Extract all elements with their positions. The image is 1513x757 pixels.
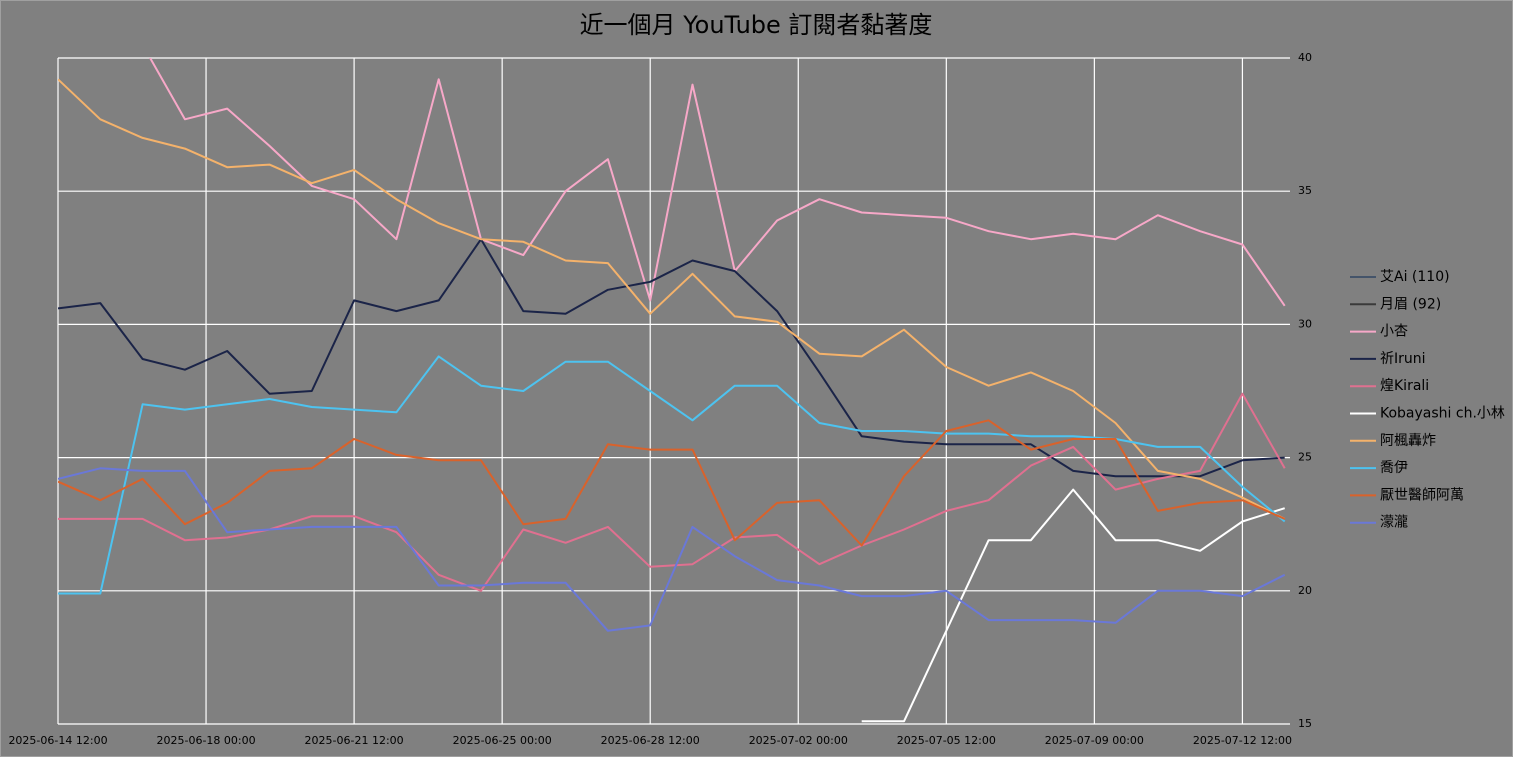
x-tick-label: 2025-06-18 00:00 [156,734,255,747]
x-tick-label: 2025-06-14 12:00 [8,734,107,747]
series-line [58,467,1286,632]
y-tick-label: 15 [1298,717,1312,730]
legend-label: 小杏 [1380,324,1408,340]
chart-title: 近一個月 YouTube 訂閱者黏著度 [580,11,933,39]
x-tick-label: 2025-06-28 12:00 [601,734,700,747]
y-tick-label: 40 [1298,51,1312,64]
y-tick-label: 25 [1298,451,1312,464]
y-tick-label: 20 [1298,584,1312,597]
legend-label: 厭世醫師阿萬 [1380,487,1464,503]
x-tick-label: 2025-07-02 00:00 [749,734,848,747]
legend-label: 阿楓轟炸 [1380,432,1436,449]
series-line [58,355,1286,595]
series-line [58,419,1286,547]
series-line [58,238,1285,478]
y-tick-label: 35 [1298,184,1312,197]
x-tick-label: 2025-06-21 12:00 [305,734,404,747]
y-tick-label: 30 [1298,317,1312,330]
series-line [148,58,1286,307]
legend-label: 艾Ai (110) [1380,269,1450,285]
legend-label: 濛瀧 [1380,515,1408,531]
x-tick-label: 2025-07-05 12:00 [897,734,996,747]
legend-label: Kobayashi ch.小林 [1380,406,1505,422]
x-tick-label: 2025-07-12 12:00 [1193,734,1292,747]
x-tick-label: 2025-06-25 00:00 [453,734,552,747]
legend-label: 祈Iruni [1380,351,1426,367]
x-tick-label: 2025-07-09 00:00 [1045,734,1144,747]
series-line [861,488,1285,723]
plot-area [58,58,1286,723]
series-line [58,78,1286,520]
legend-label: 月眉 (92) [1380,296,1441,312]
legend-label: 煌Kirali [1380,378,1429,394]
legend-label: 喬伊 [1380,460,1408,476]
